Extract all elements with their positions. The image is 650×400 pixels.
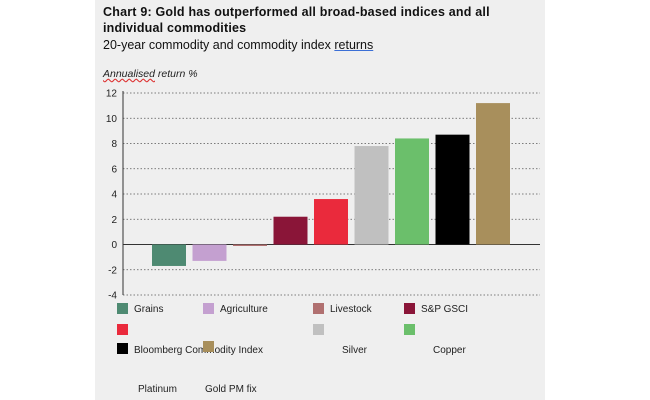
y-axis-label: Annualised return %: [103, 68, 198, 80]
bar: [314, 199, 348, 245]
legend-swatch: [117, 303, 128, 314]
bar: [395, 138, 429, 245]
bar: [476, 103, 510, 245]
bar: [435, 134, 470, 245]
y-tick-label: 12: [106, 89, 118, 100]
y-tick-label: -4: [108, 291, 117, 302]
bar: [354, 146, 389, 245]
chart-title: Chart 9: Gold has outperformed all broad…: [103, 5, 490, 35]
legend-label: Grains: [134, 304, 163, 315]
bar: [192, 244, 227, 261]
legend-swatch: [404, 324, 415, 335]
y-tick-label: -2: [108, 265, 117, 276]
y-axis-label-word: Annualised: [103, 68, 155, 80]
legend-label: Bloomberg Commodity Index: [134, 345, 263, 356]
chart-subtitle: 20-year commodity and commodity index re…: [103, 38, 373, 52]
y-tick-label: 2: [111, 215, 117, 226]
subtitle-text: 20-year commodity and commodity index: [103, 38, 335, 52]
bar: [233, 244, 267, 246]
legend-swatch: [117, 343, 128, 354]
legend-label: Silver: [342, 345, 368, 356]
legend-swatch: [203, 303, 214, 314]
bar: [152, 244, 186, 266]
y-tick-label: 4: [111, 190, 117, 201]
y-tick-label: 10: [106, 114, 118, 125]
legend-label: Platinum: [138, 384, 177, 395]
legend-label: Copper: [433, 345, 466, 356]
subtitle-link: returns: [334, 38, 374, 52]
y-tick-label: 8: [111, 139, 117, 150]
legend-label: S&P GSCI: [421, 304, 468, 315]
legend-label: Gold PM fix: [205, 384, 257, 395]
legend-swatch: [404, 303, 415, 314]
legend-swatch: [203, 341, 214, 352]
y-axis-label-rest: return %: [154, 68, 198, 80]
y-tick-label: 0: [111, 240, 117, 251]
legend-swatch: [117, 324, 128, 335]
legend-label: Livestock: [330, 304, 373, 315]
y-tick-label: 6: [111, 164, 117, 175]
legend-swatch: [313, 324, 324, 335]
legend-label: Agriculture: [220, 304, 268, 315]
legend-swatch: [313, 303, 324, 314]
bar: [273, 216, 308, 245]
